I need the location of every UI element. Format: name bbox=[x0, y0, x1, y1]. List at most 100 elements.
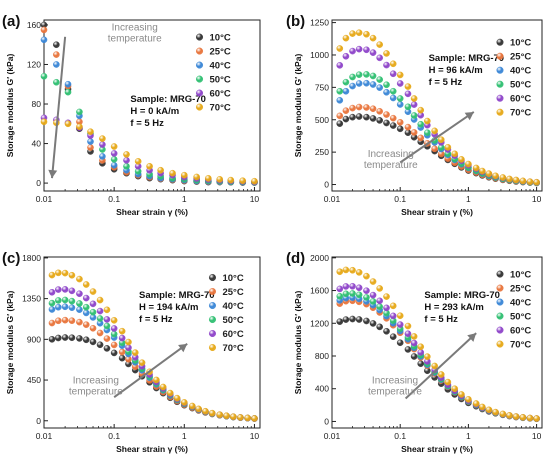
data-point bbox=[76, 306, 83, 313]
x-tick-label: 0.1 bbox=[108, 431, 120, 441]
legend-marker bbox=[496, 94, 504, 102]
legend-marker bbox=[196, 75, 204, 83]
series-70c bbox=[48, 269, 258, 422]
panel-label: (b) bbox=[286, 13, 305, 30]
legend-marker bbox=[496, 66, 504, 74]
data-point bbox=[479, 167, 486, 175]
x-tick-label: 0.1 bbox=[394, 431, 406, 441]
data-point bbox=[103, 335, 111, 342]
data-point bbox=[48, 336, 56, 343]
data-point bbox=[82, 336, 90, 344]
data-point bbox=[383, 81, 390, 89]
data-point bbox=[87, 144, 94, 151]
data-point bbox=[465, 396, 472, 403]
data-point bbox=[180, 171, 188, 179]
series-70c bbox=[336, 29, 540, 186]
sample-annotation: f = 5 Hz bbox=[424, 314, 458, 325]
x-tick-label: 10 bbox=[532, 194, 542, 204]
legend-label: 70°C bbox=[510, 108, 531, 119]
legend-label: 25°C bbox=[210, 47, 231, 58]
data-point bbox=[349, 282, 356, 290]
data-point bbox=[68, 317, 76, 324]
data-point bbox=[396, 71, 404, 79]
data-point bbox=[376, 76, 383, 83]
data-point bbox=[48, 288, 56, 296]
data-point bbox=[355, 45, 363, 53]
x-tick-label: 0.01 bbox=[36, 431, 53, 441]
trend-label: temperature bbox=[108, 33, 162, 44]
data-point bbox=[349, 290, 356, 297]
data-point bbox=[237, 414, 244, 421]
data-point bbox=[355, 113, 363, 120]
data-point bbox=[82, 281, 90, 288]
data-point bbox=[205, 175, 212, 182]
data-point bbox=[485, 170, 493, 177]
data-point bbox=[383, 61, 390, 69]
y-tick-label: 1250 bbox=[310, 18, 329, 28]
data-point bbox=[396, 119, 404, 126]
data-point bbox=[123, 151, 130, 158]
data-point bbox=[404, 330, 412, 338]
plot-frame bbox=[331, 256, 543, 429]
data-point bbox=[342, 283, 350, 290]
data-point bbox=[169, 169, 176, 177]
trend-label: temperature bbox=[368, 387, 422, 398]
data-point bbox=[103, 306, 111, 314]
data-point bbox=[404, 103, 412, 111]
sample-annotation: f = 5 Hz bbox=[429, 77, 463, 88]
data-point bbox=[96, 307, 104, 315]
data-point bbox=[110, 349, 118, 357]
data-point bbox=[404, 322, 412, 330]
x-tick-label: 1 bbox=[466, 431, 471, 441]
legend-marker bbox=[208, 288, 216, 296]
y-axis-title: Storage modulus G′ (kPa) bbox=[5, 291, 15, 395]
data-point bbox=[55, 317, 62, 325]
trend-label: temperature bbox=[69, 387, 123, 398]
data-point bbox=[424, 117, 431, 125]
data-point bbox=[349, 104, 356, 112]
data-point bbox=[363, 287, 370, 295]
sample-annotation: H = 0 kA/m bbox=[130, 106, 179, 117]
data-point bbox=[376, 54, 383, 62]
x-tick-label: 0.01 bbox=[36, 194, 53, 204]
data-point bbox=[48, 299, 56, 307]
data-point bbox=[96, 329, 104, 337]
legend-label: 70°C bbox=[510, 340, 531, 351]
data-point bbox=[376, 323, 383, 331]
legend-label: 40°C bbox=[210, 61, 231, 72]
data-point bbox=[336, 97, 344, 104]
legend-marker bbox=[208, 274, 216, 282]
legend-marker bbox=[496, 326, 504, 334]
data-point bbox=[396, 95, 404, 102]
data-point bbox=[376, 41, 383, 48]
legend-marker bbox=[496, 298, 504, 306]
data-point bbox=[61, 316, 69, 324]
legend-label: 50°C bbox=[222, 315, 243, 326]
data-point bbox=[76, 300, 83, 307]
legend-label: 70°C bbox=[222, 343, 243, 354]
data-point bbox=[223, 412, 230, 420]
data-point bbox=[451, 150, 459, 158]
data-point bbox=[110, 143, 118, 150]
data-point bbox=[417, 343, 425, 351]
legend-marker bbox=[196, 103, 204, 111]
trend-arrow-head bbox=[467, 333, 477, 342]
data-point bbox=[417, 120, 425, 128]
data-point bbox=[180, 399, 188, 406]
data-point bbox=[349, 113, 356, 121]
legend-label: 25°C bbox=[510, 52, 531, 63]
data-point bbox=[53, 78, 60, 86]
legend-label: 50°C bbox=[510, 312, 531, 323]
trend-label: Increasing bbox=[73, 376, 119, 387]
data-point bbox=[472, 400, 480, 407]
data-point bbox=[251, 177, 258, 185]
data-point bbox=[437, 136, 445, 143]
legend-marker bbox=[196, 33, 204, 41]
data-point bbox=[355, 291, 363, 299]
legend-marker bbox=[196, 89, 204, 97]
data-point bbox=[87, 138, 94, 145]
data-point bbox=[96, 296, 104, 304]
data-point bbox=[512, 176, 520, 184]
data-point bbox=[216, 411, 224, 419]
data-point bbox=[417, 360, 425, 367]
